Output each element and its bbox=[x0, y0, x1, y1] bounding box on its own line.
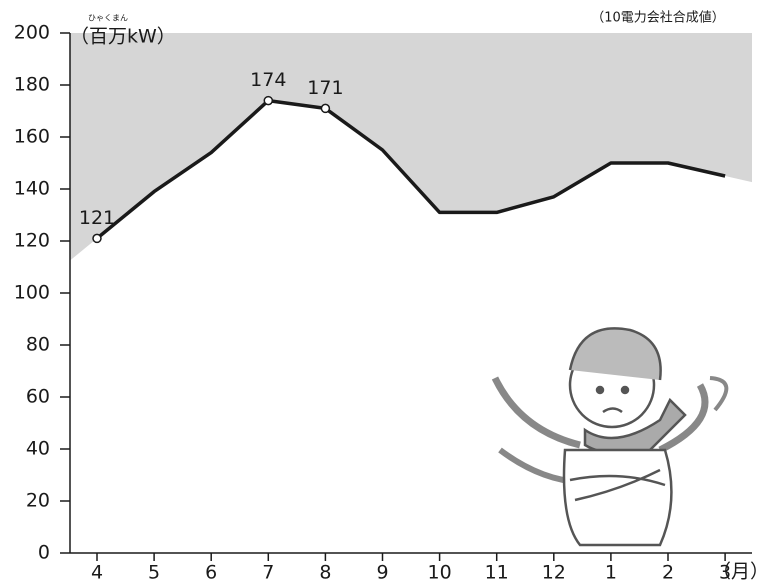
y-tick-label: 80 bbox=[26, 334, 50, 356]
shaded-area bbox=[70, 33, 752, 261]
marker bbox=[321, 104, 329, 112]
x-tick-label: 3 bbox=[719, 562, 731, 581]
y-tick-label: 20 bbox=[26, 490, 50, 512]
y-tick-label: 60 bbox=[26, 386, 50, 408]
y-tick-label: 120 bbox=[14, 230, 50, 252]
x-tick-label: 2 bbox=[662, 562, 674, 581]
x-tick-label: 12 bbox=[542, 562, 566, 581]
marker bbox=[93, 234, 101, 242]
chart: 121174171 （10電力会社合成値） ひゃくまん （百万kW） （月） 0… bbox=[0, 0, 761, 581]
x-tick-label: 10 bbox=[428, 562, 452, 581]
data-label: 174 bbox=[250, 69, 286, 91]
x-tick-label: 8 bbox=[319, 562, 331, 581]
note: （10電力会社合成値） bbox=[591, 10, 725, 26]
y-tick-label: 100 bbox=[14, 282, 50, 304]
x-tick-label: 6 bbox=[205, 562, 217, 581]
y-tick-label: 140 bbox=[14, 178, 50, 200]
x-tick-label: 5 bbox=[148, 562, 160, 581]
plot-area: 121 174 171 bbox=[70, 33, 752, 261]
data-label: 121 bbox=[79, 207, 115, 229]
x-tick-label: 4 bbox=[91, 562, 103, 581]
y-tick-label: 160 bbox=[14, 126, 50, 148]
x-tick-label: 9 bbox=[376, 562, 388, 581]
x-tick-label: 11 bbox=[485, 562, 509, 581]
y-unit: （百万kW） bbox=[70, 26, 176, 48]
y-tick-label: 180 bbox=[14, 74, 50, 96]
x-tick-label: 1 bbox=[605, 562, 617, 581]
y-tick-label: 40 bbox=[26, 438, 50, 460]
y-tick-label: 0 bbox=[38, 542, 50, 564]
illustration bbox=[495, 328, 726, 545]
x-tick-label: 7 bbox=[262, 562, 274, 581]
marker bbox=[264, 97, 272, 105]
data-label: 171 bbox=[307, 77, 343, 99]
y-unit-ruby: ひゃくまん bbox=[88, 14, 128, 23]
y-tick-label: 200 bbox=[14, 22, 50, 44]
